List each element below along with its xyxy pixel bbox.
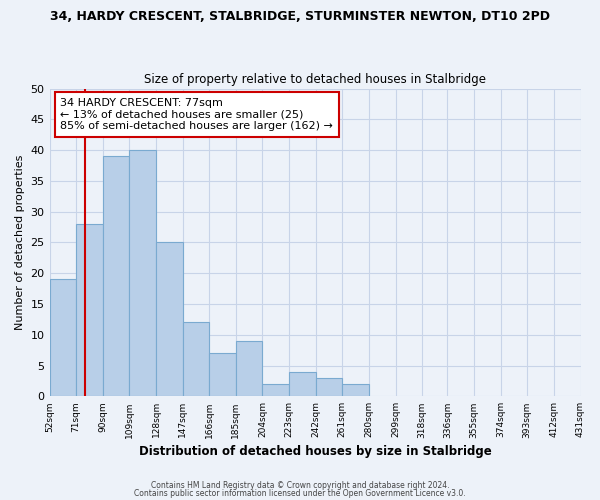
Bar [182,322,209,396]
Bar [103,156,130,396]
Bar [76,224,103,396]
Bar [236,341,262,396]
Text: Contains HM Land Registry data © Crown copyright and database right 2024.: Contains HM Land Registry data © Crown c… [151,481,449,490]
Bar [209,353,236,397]
Bar [262,384,289,396]
Bar [343,384,369,396]
Title: Size of property relative to detached houses in Stalbridge: Size of property relative to detached ho… [144,73,486,86]
Bar [289,372,316,396]
Y-axis label: Number of detached properties: Number of detached properties [15,155,25,330]
Bar [316,378,343,396]
X-axis label: Distribution of detached houses by size in Stalbridge: Distribution of detached houses by size … [139,444,491,458]
Bar [130,150,156,396]
Text: 34, HARDY CRESCENT, STALBRIDGE, STURMINSTER NEWTON, DT10 2PD: 34, HARDY CRESCENT, STALBRIDGE, STURMINS… [50,10,550,23]
Bar [50,280,76,396]
Text: Contains public sector information licensed under the Open Government Licence v3: Contains public sector information licen… [134,488,466,498]
Text: 34 HARDY CRESCENT: 77sqm
← 13% of detached houses are smaller (25)
85% of semi-d: 34 HARDY CRESCENT: 77sqm ← 13% of detach… [60,98,333,131]
Bar [156,242,182,396]
